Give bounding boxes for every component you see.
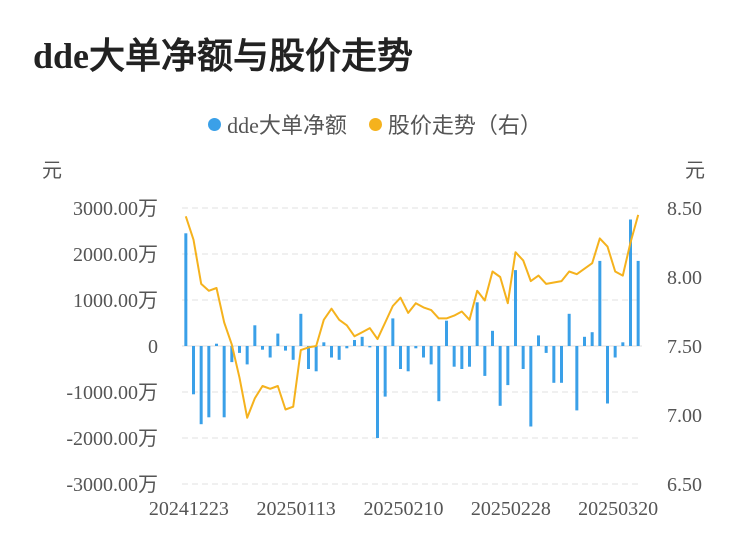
- bar: [537, 335, 540, 346]
- bar: [345, 346, 349, 349]
- bar: [636, 260, 640, 346]
- bar: [460, 346, 464, 369]
- bar: [429, 346, 433, 365]
- bar: [215, 343, 218, 346]
- line-series-marks: [184, 214, 640, 419]
- x-axis: 20241223 20250113 20250210 20250228 20250320: [149, 498, 658, 520]
- bar: [414, 346, 418, 349]
- legend-label-line-series: 股价走势（右）: [387, 113, 542, 138]
- legend-label-bar-series: dde大单净额: [227, 113, 347, 138]
- bar: [222, 346, 226, 418]
- right-axis: 元 8.50 8.00 7.50 7.00 6.50: [667, 160, 705, 496]
- bar: [284, 346, 287, 351]
- chart-title: dde大单净额与股价走势: [33, 36, 414, 76]
- x-axis-tick-label: 20241223: [149, 498, 229, 520]
- grid-lines: [182, 207, 642, 485]
- left-axis-tick-label: 2000.00万: [73, 244, 158, 266]
- x-axis-tick-label: 20250228: [471, 498, 551, 520]
- right-axis-tick-label: 7.00: [667, 405, 702, 427]
- bar: [483, 346, 487, 376]
- bar: [360, 336, 364, 346]
- right-axis-tick-label: 8.00: [667, 267, 702, 289]
- right-axis-tick-label: 7.50: [667, 336, 702, 358]
- bar: [406, 346, 410, 372]
- bar: [291, 346, 295, 360]
- left-axis: 元 3000.00万 2000.00万 1000.00万 0 -1000.00万 -200…: [42, 160, 158, 496]
- left-axis-tick-label: -3000.00万: [66, 474, 158, 496]
- bar: [521, 346, 525, 369]
- bar: [621, 342, 625, 346]
- left-axis-unit-label: 元: [42, 160, 62, 182]
- bar: [629, 219, 632, 346]
- bar: [337, 346, 341, 360]
- bar: [498, 346, 502, 406]
- bar: [468, 346, 471, 367]
- bar: [383, 346, 387, 397]
- bar: [299, 313, 303, 346]
- bar: [445, 320, 448, 346]
- legend-item-bar-series[interactable]: dde大单净额: [208, 108, 347, 140]
- x-axis-tick-label: 20250210: [364, 498, 444, 520]
- legend-marker-line-icon: [368, 117, 382, 131]
- bar: [544, 346, 548, 353]
- left-axis-tick-label: 0: [148, 336, 158, 358]
- bar: [307, 346, 310, 369]
- bar: [506, 346, 510, 386]
- right-axis-tick-label: 6.50: [667, 474, 702, 496]
- bar: [253, 325, 257, 346]
- bar: [567, 313, 571, 346]
- bar: [422, 346, 425, 358]
- bar: [452, 346, 456, 367]
- bar: [399, 346, 402, 369]
- bar: [261, 346, 264, 350]
- bar: [552, 346, 556, 383]
- bar: [514, 270, 517, 346]
- bar: [598, 260, 602, 346]
- left-axis-tick-label: -2000.00万: [66, 428, 158, 450]
- bar: [322, 342, 326, 346]
- bar: [368, 346, 372, 348]
- right-axis-unit-label: 元: [685, 160, 705, 182]
- bar: [391, 318, 395, 346]
- bar: [207, 346, 211, 418]
- bar: [353, 340, 356, 346]
- price-line: [184, 214, 640, 419]
- bar-series-marks: [184, 219, 640, 438]
- legend: dde大单净额 股价走势（右）: [0, 108, 750, 140]
- legend-marker-bar-icon: [208, 117, 222, 131]
- bar: [314, 346, 318, 372]
- bar: [529, 346, 533, 427]
- legend-item-line-series[interactable]: 股价走势（右）: [368, 108, 542, 140]
- bar: [245, 346, 249, 365]
- bar: [560, 346, 563, 383]
- bar: [575, 346, 579, 411]
- bar: [376, 346, 379, 438]
- bar: [613, 346, 617, 358]
- bar: [330, 346, 333, 358]
- bar: [192, 346, 195, 395]
- bar: [276, 333, 280, 346]
- bar: [268, 346, 272, 358]
- bar: [199, 346, 203, 425]
- x-axis-tick-label: 20250320: [578, 498, 658, 520]
- bar: [491, 330, 494, 346]
- left-axis-tick-label: 1000.00万: [73, 290, 158, 312]
- bar: [230, 346, 234, 363]
- bar: [583, 336, 586, 346]
- right-axis-tick-label: 8.50: [667, 198, 702, 220]
- bar: [238, 346, 241, 353]
- left-axis-tick-label: 3000.00万: [73, 198, 158, 220]
- bar: [606, 346, 609, 404]
- x-axis-tick-label: 20250113: [257, 498, 336, 520]
- bar: [437, 346, 441, 402]
- left-axis-tick-label: -1000.00万: [66, 382, 158, 404]
- bar: [475, 302, 479, 346]
- bar: [184, 233, 188, 346]
- bar: [590, 332, 594, 346]
